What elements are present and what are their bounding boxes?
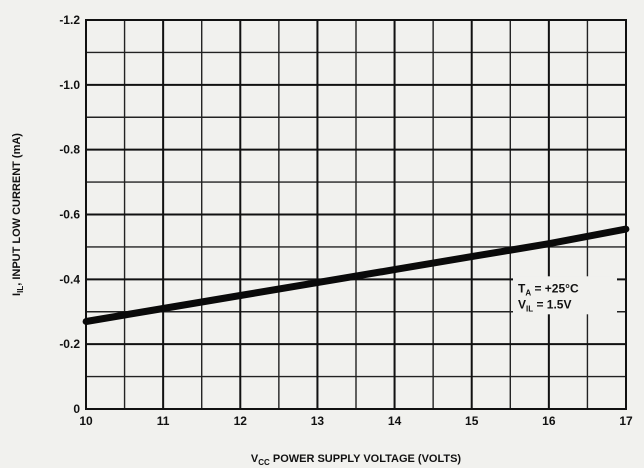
x-tick-label: 13 — [311, 414, 325, 428]
x-tick-label: 17 — [619, 414, 633, 428]
annotation-background — [513, 276, 617, 315]
data-point — [159, 305, 167, 312]
y-axis-title-subscript: IL — [16, 286, 25, 293]
annotation-temperature-symbol: T — [518, 281, 526, 295]
y-tick-label: 0 — [73, 402, 80, 416]
annotation-voltage-subscript: IL — [526, 304, 533, 313]
data-point — [314, 279, 321, 286]
y-axis-title-symbol: I — [11, 293, 23, 296]
y-tick-label: -0.6 — [59, 208, 80, 222]
x-tick-label: 11 — [157, 414, 170, 428]
x-tick-label: 15 — [465, 414, 479, 428]
x-axis-title-subscript: CC — [258, 458, 270, 467]
x-tick-labels: 10 11 12 13 14 15 16 17 — [79, 414, 633, 428]
y-tick-labels: -1.2 -1.0 -0.8 -0.6 -0.4 -0.2 0 — [59, 13, 80, 416]
y-tick-label: -1.0 — [59, 78, 80, 92]
plot-frame — [85, 19, 627, 410]
data-point — [82, 318, 90, 325]
x-tick-label: 12 — [234, 414, 248, 428]
x-tick-label: 14 — [388, 414, 402, 428]
x-axis-title-symbol: V — [251, 453, 259, 465]
annotation-temperature: TA = +25°C — [518, 281, 579, 297]
series-line-0 — [85, 225, 627, 325]
y-axis-title: IIL, INPUT LOW CURRENT (mA) — [11, 133, 25, 296]
annotation-temperature-text: = +25°C — [531, 281, 579, 295]
data-point — [391, 266, 398, 274]
series-layer — [82, 225, 630, 325]
annotation-voltage-symbol: V — [518, 297, 526, 311]
x-axis-title: VCC POWER SUPPLY VOLTAGE (VOLTS) — [251, 453, 462, 467]
y-tick-label: -0.8 — [59, 143, 80, 157]
annotation-voltage-text: = 1.5V — [533, 297, 571, 311]
x-tick-label: 10 — [79, 414, 93, 428]
condition-annotation: TA = +25°C VIL = 1.5V — [513, 276, 617, 315]
data-point — [468, 253, 476, 261]
annotation-voltage: VIL = 1.5V — [518, 297, 572, 313]
y-tick-label: -1.2 — [59, 13, 80, 27]
y-tick-label: -0.2 — [59, 337, 80, 351]
annotation-temperature-subscript: A — [525, 288, 531, 297]
x-tick-label: 16 — [542, 414, 556, 428]
data-point — [622, 225, 630, 233]
y-tick-label: -0.4 — [59, 272, 80, 286]
x-axis-title-text: POWER SUPPLY VOLTAGE (VOLTS) — [270, 453, 462, 465]
data-point — [545, 240, 553, 248]
data-point — [236, 292, 244, 299]
y-axis-title-text: , INPUT LOW CURRENT (mA) — [11, 133, 23, 286]
